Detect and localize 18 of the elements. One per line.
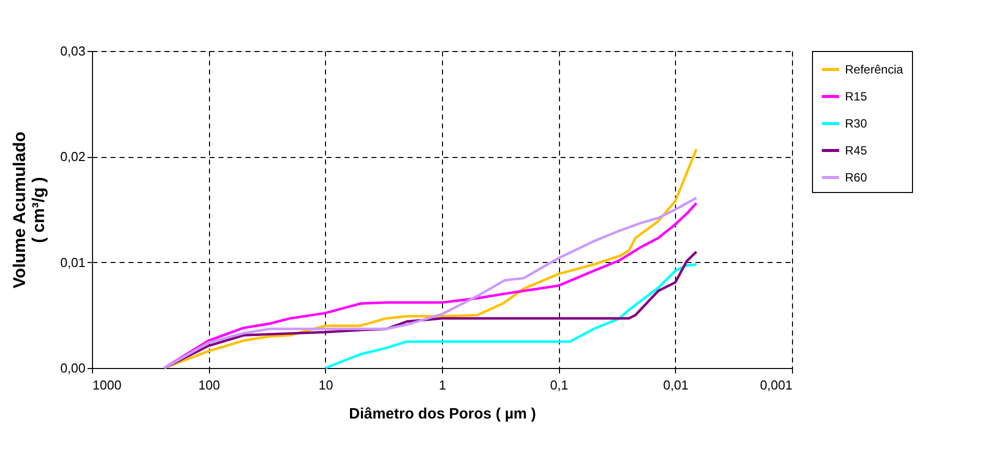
- x-tick-label: 0,1: [550, 378, 568, 392]
- y-tick-label: 0,03: [60, 44, 86, 58]
- x-tick-label: 100: [198, 378, 220, 392]
- y-tick-label: 0,00: [60, 360, 86, 376]
- x-axis-title: Diâmetro dos Poros ( µm ): [348, 406, 536, 422]
- y-tick-label: 0,02: [60, 149, 86, 164]
- y-tick-label: 0,01: [60, 254, 86, 270]
- x-tick-label: 1000: [92, 378, 122, 392]
- legend-label: R60: [845, 170, 868, 184]
- y-axis-title: Volume Acumulado ( cm³/g ): [10, 132, 48, 288]
- legend-label: R45: [845, 144, 868, 158]
- legend-label: R15: [845, 90, 868, 104]
- legend-label: Referência: [845, 62, 904, 76]
- x-tick-label: 1: [438, 378, 446, 392]
- x-tick-label: 10: [318, 378, 334, 392]
- legend-label: R30: [845, 116, 868, 130]
- x-tick-label: 0,001: [760, 378, 792, 392]
- x-tick-label: 0,01: [663, 378, 688, 392]
